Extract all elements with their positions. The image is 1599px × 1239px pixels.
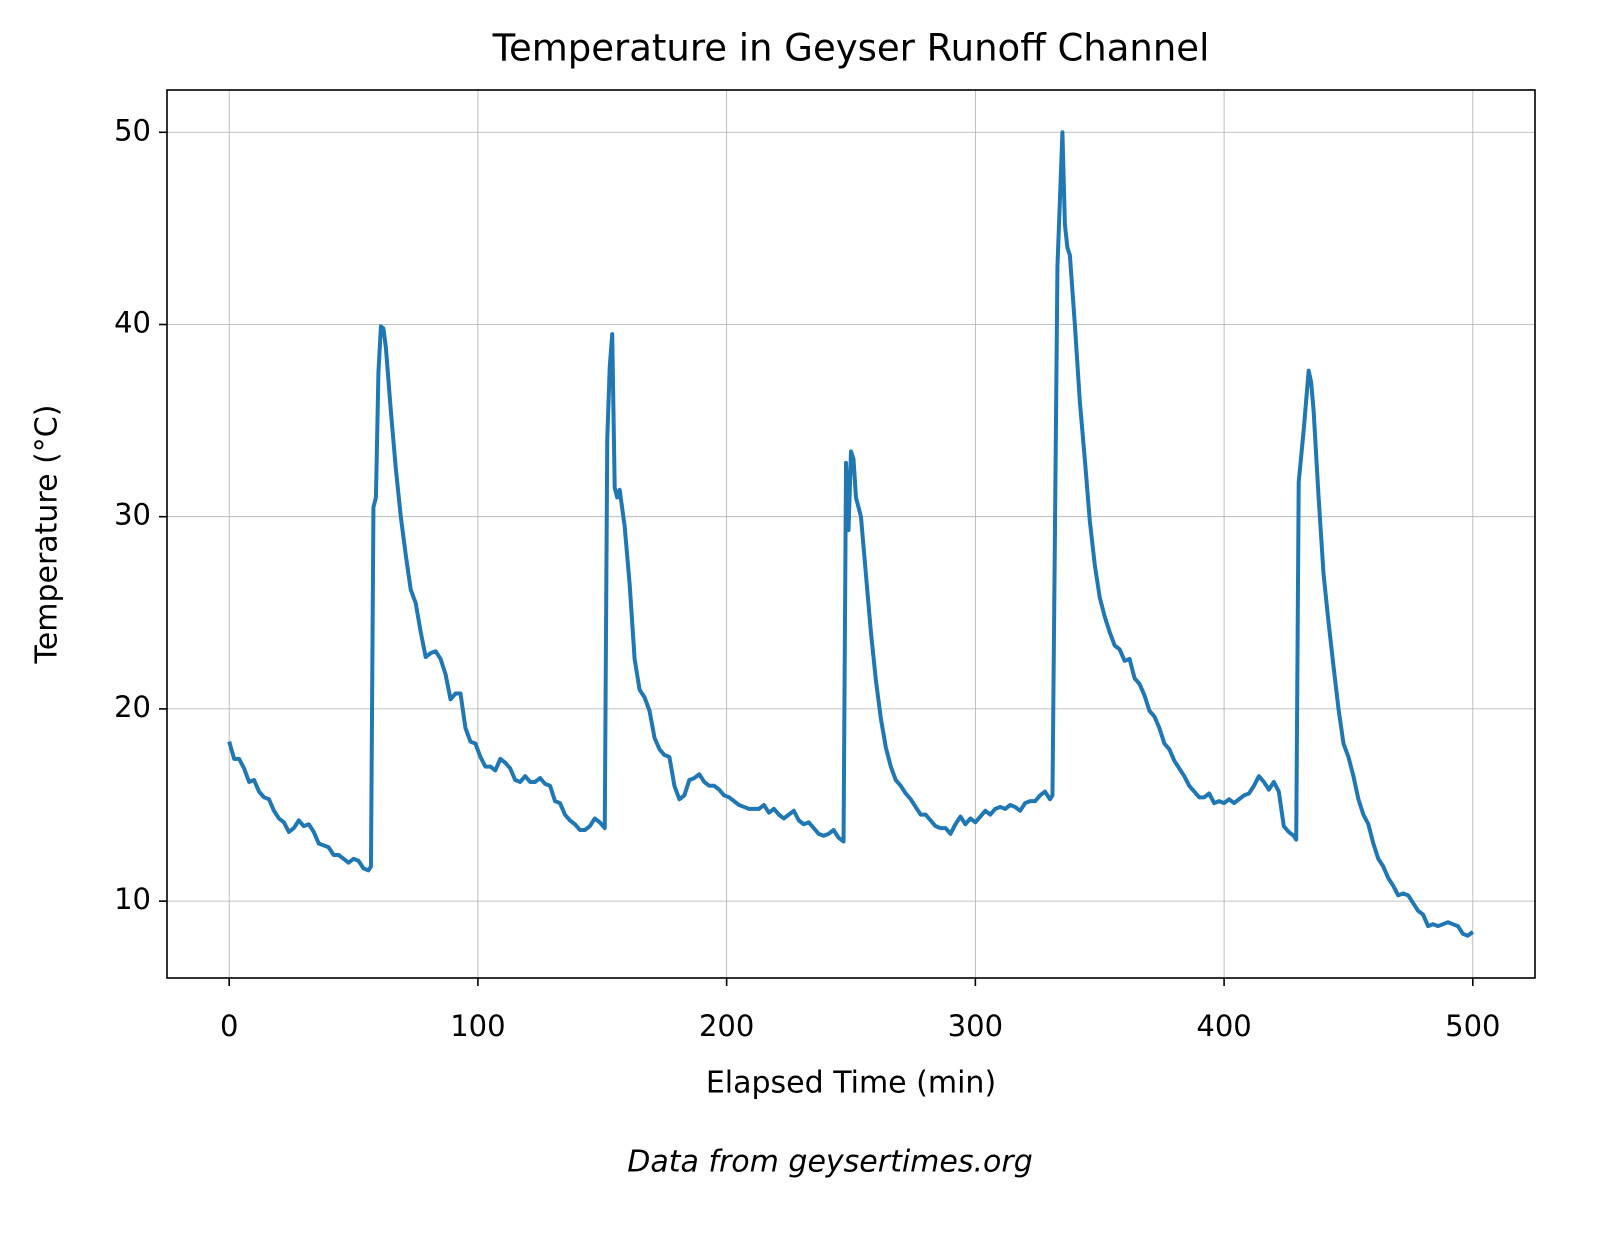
x-tick-label: 300: [948, 1009, 1003, 1043]
y-tick-label: 40: [114, 305, 151, 339]
chart-title: Temperature in Geyser Runoff Channel: [492, 27, 1210, 70]
y-axis-label: Temperature (°C): [30, 405, 65, 665]
data-line: [227, 130, 1475, 938]
x-tick-label: 500: [1445, 1009, 1500, 1043]
plot-frame: [166, 89, 1536, 979]
caption: Data from geysertimes.org: [627, 1145, 1033, 1180]
y-tick-label: 30: [114, 498, 151, 532]
y-tick-label: 20: [114, 690, 151, 724]
y-tick-label: 50: [114, 113, 151, 147]
y-tick-label: 10: [114, 882, 151, 916]
x-tick-label: 400: [1196, 1009, 1251, 1043]
x-tick-label: 0: [220, 1009, 238, 1043]
x-tick-label: 100: [450, 1009, 505, 1043]
x-tick-label: 200: [699, 1009, 754, 1043]
x-axis-label: Elapsed Time (min): [706, 1066, 996, 1101]
